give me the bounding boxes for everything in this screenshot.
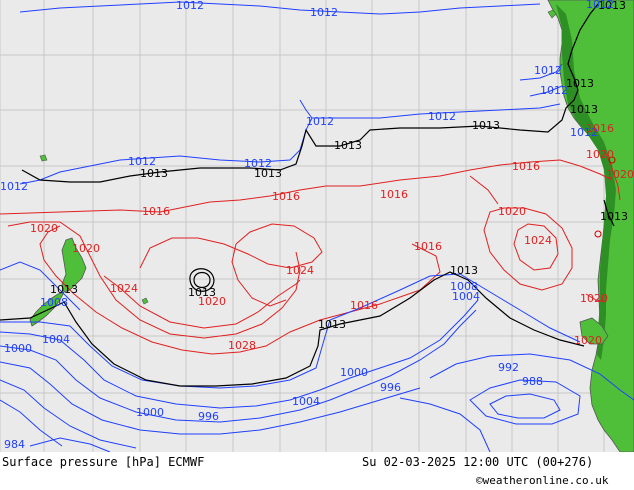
isobar-label-red-3: 1016 [512,160,540,173]
isobar-label-red-16: 1028 [228,339,256,352]
isobar-label-black-7: 1013 [450,264,478,277]
isobar-label-blue-17: 1000 [136,406,164,419]
ocean-background [0,0,634,452]
isobar-label-red-1: 1016 [272,190,300,203]
isobar-label-blue-9: 1012 [570,126,598,139]
andes-highland [556,4,616,360]
isobar-label-blue-7: 1012 [176,0,204,12]
isobar-label-red-0: 1016 [142,205,170,218]
isobar-label-blue-20: 992 [498,361,519,374]
isobar-label-red-9: 1020 [198,295,226,308]
isobar-label-black-6: 1013 [600,210,628,223]
isobar-label-blue-19: 996 [198,410,219,423]
isobar-label-black-11: 1013 [598,0,626,12]
isobar-label-red-15: 1024 [524,234,552,247]
isobar-label-red-7: 1020 [30,222,58,235]
isobar-label-blue-18: 996 [380,381,401,394]
isobar-label-red-5: 1016 [350,299,378,312]
isobar-label-red-14: 1024 [110,282,138,295]
isobar-label-blue-2: 1012 [306,115,334,128]
isobar-label-blue-22: 984 [4,438,25,451]
isobar-label-blue-3: 1012 [428,110,456,123]
footer-bar [0,452,634,490]
isobar-label-blue-8: 1012 [310,6,338,19]
new-zealand-south-island [29,291,65,327]
isobar-label-red-18: 1020 [586,148,614,161]
isobar-label-black-2: 1013 [334,139,362,152]
isobar-label-blue-12: 1004 [42,333,70,346]
isobar-label-red-17: 1020 [574,334,602,347]
isobars-low [0,1,634,453]
isobar-label-blue-23: 1012 [0,180,28,193]
isobar-labels-low: 1012 1012 1012 1012 1012 1012 1012 1012 1012 1012… [0,0,614,451]
isobar-label-blue-10: 1008 [40,296,68,309]
isobar-label-black-5: 1013 [570,103,598,116]
isobar-label-blue-6: 1012 [586,0,614,11]
isobar-label-red-11: 1020 [580,292,608,305]
isobar-label-black-8: 1013 [318,318,346,331]
isobars-high [0,149,621,355]
isobar-label-blue-5: 1012 [540,84,568,97]
isobar-label-black-3: 1013 [472,119,500,132]
credit-link[interactable]: ©weatheronline.co.uk [476,474,609,487]
valid-time: Su 02-03-2025 12:00 UTC (00+276) [362,455,593,469]
isobar-label-blue-1: 1012 [244,157,272,170]
isobar-label-red-4: 1016 [414,240,442,253]
isobar-label-blue-4: 1012 [534,64,562,77]
isobar-label-blue-0: 1012 [128,155,156,168]
fiji-islands [39,154,48,162]
isobar-label-blue-16: 1000 [340,366,368,379]
isobar-labels-1013: 1013 1013 1013 1013 1013 1013 1013 1013 1013 1013… [50,0,628,331]
isobar-label-red-12: 1020 [606,168,634,181]
chatham-islands [141,297,149,305]
isobar-label-blue-15: 1000 [4,342,32,355]
isobar-label-black-4: 1013 [566,77,594,90]
galapagos-island [547,9,557,19]
isobar-label-red-8: 1020 [72,242,100,255]
isobar-label-blue-11: 1008 [450,280,478,293]
isobar-label-black-10: 1013 [50,283,78,296]
isobar-label-black-9: 1013 [188,286,216,299]
isobar-label-blue-13: 1004 [292,395,320,408]
isobar-label-blue-14: 1004 [452,290,480,303]
isobar-1013 [0,3,615,387]
isobar-labels-high: 1016 1016 1016 1016 1016 1016 1016 1020 1020 1020… [30,122,634,352]
high-pressure-marks [594,156,616,238]
lat-lon-grid [0,0,634,452]
isobar-label-black-0: 1013 [140,167,168,180]
isobar-label-red-6: 1016 [586,122,614,135]
map-title: Surface pressure [hPa] ECMWF [2,455,204,469]
isobar-label-red-10: 1020 [498,205,526,218]
isobar-label-blue-21: 988 [522,375,543,388]
tierra-del-fuego [579,317,609,345]
isobar-label-red-2: 1016 [380,188,408,201]
isobar-label-red-13: 1024 [286,264,314,277]
new-zealand-north-island [61,237,87,293]
isobar-label-black-1: 1013 [254,167,282,180]
